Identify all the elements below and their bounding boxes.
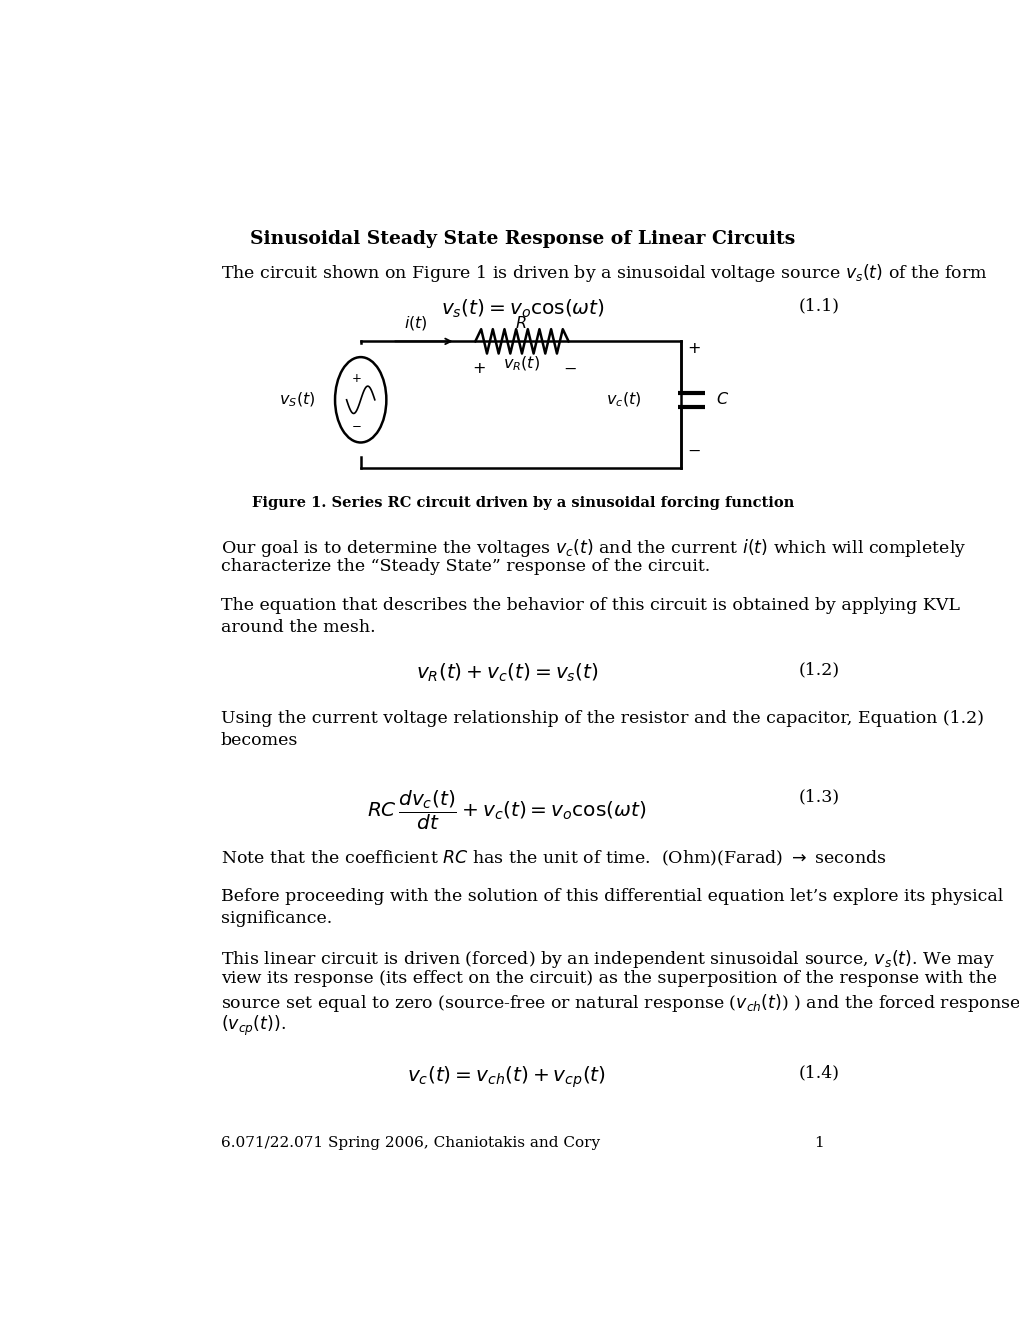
Text: $+$: $+$ (687, 341, 700, 358)
Text: characterize the “Steady State” response of the circuit.: characterize the “Steady State” response… (220, 558, 709, 576)
Text: $v_S(t)$: $v_S(t)$ (278, 391, 315, 409)
Text: Using the current voltage relationship of the resistor and the capacitor, Equati: Using the current voltage relationship o… (220, 710, 982, 727)
Text: The circuit shown on Figure 1 is driven by a sinusoidal voltage source $v_s(t)$ : The circuit shown on Figure 1 is driven … (220, 263, 986, 284)
Text: becomes: becomes (220, 733, 298, 750)
Text: around the mesh.: around the mesh. (220, 619, 375, 636)
Text: $+$: $+$ (472, 359, 486, 376)
Text: $-$: $-$ (562, 359, 577, 376)
Text: The equation that describes the behavior of this circuit is obtained by applying: The equation that describes the behavior… (220, 597, 959, 614)
Text: Sinusoidal Steady State Response of Linear Circuits: Sinusoidal Steady State Response of Line… (250, 230, 795, 248)
Text: view its response (its effect on the circuit) as the superposition of the respon: view its response (its effect on the cir… (220, 970, 996, 987)
Text: Our goal is to determine the voltages $v_c(t)$ and the current $i(t)$ which will: Our goal is to determine the voltages $v… (220, 536, 965, 558)
Text: $+$: $+$ (352, 372, 362, 385)
Text: $v_R(t)$: $v_R(t)$ (502, 355, 539, 374)
Text: Note that the coefficient $RC$ has the unit of time.  (Ohm)(Farad) $\rightarrow$: Note that the coefficient $RC$ has the u… (220, 849, 886, 869)
Text: (1.3): (1.3) (798, 788, 839, 805)
Text: $C$: $C$ (715, 391, 729, 408)
Text: $v_c(t)$: $v_c(t)$ (605, 391, 641, 409)
Text: Before proceeding with the solution of this differential equation let’s explore : Before proceeding with the solution of t… (220, 887, 1002, 904)
Text: $R$: $R$ (515, 315, 527, 333)
Text: $(v_{cp}(t))$.: $(v_{cp}(t))$. (220, 1014, 285, 1038)
Text: $v_c(t) = v_{ch}(t) + v_{cp}(t)$: $v_c(t) = v_{ch}(t) + v_{cp}(t)$ (407, 1064, 606, 1090)
Text: 6.071/22.071 Spring 2006, Chaniotakis and Cory: 6.071/22.071 Spring 2006, Chaniotakis an… (220, 1137, 599, 1150)
Text: $-$: $-$ (687, 442, 700, 459)
Text: Figure 1. Series RC circuit driven by a sinusoidal forcing function: Figure 1. Series RC circuit driven by a … (252, 496, 793, 510)
Text: 1: 1 (813, 1137, 823, 1150)
Text: $v_R(t) + v_c(t) = v_s(t)$: $v_R(t) + v_c(t) = v_s(t)$ (415, 661, 598, 684)
Text: This linear circuit is driven (forced) by an independent sinusoidal source, $v_s: This linear circuit is driven (forced) b… (220, 948, 994, 970)
Text: $RC\,\dfrac{dv_c(t)}{dt} + v_c(t) = v_o \cos(\omega t)$: $RC\,\dfrac{dv_c(t)}{dt} + v_c(t) = v_o … (367, 788, 646, 832)
Text: $-$: $-$ (352, 418, 362, 432)
Text: (1.4): (1.4) (798, 1064, 839, 1081)
Text: significance.: significance. (220, 909, 332, 927)
Text: $i(t)$: $i(t)$ (404, 314, 428, 333)
Text: (1.2): (1.2) (798, 661, 839, 678)
Text: $v_s(t) = v_o \cos(\omega t)$: $v_s(t) = v_o \cos(\omega t)$ (440, 297, 604, 319)
Text: (1.1): (1.1) (798, 297, 839, 314)
Text: source set equal to zero (source-free or natural response ($v_{ch}(t)$) ) and th: source set equal to zero (source-free or… (220, 991, 1019, 1014)
